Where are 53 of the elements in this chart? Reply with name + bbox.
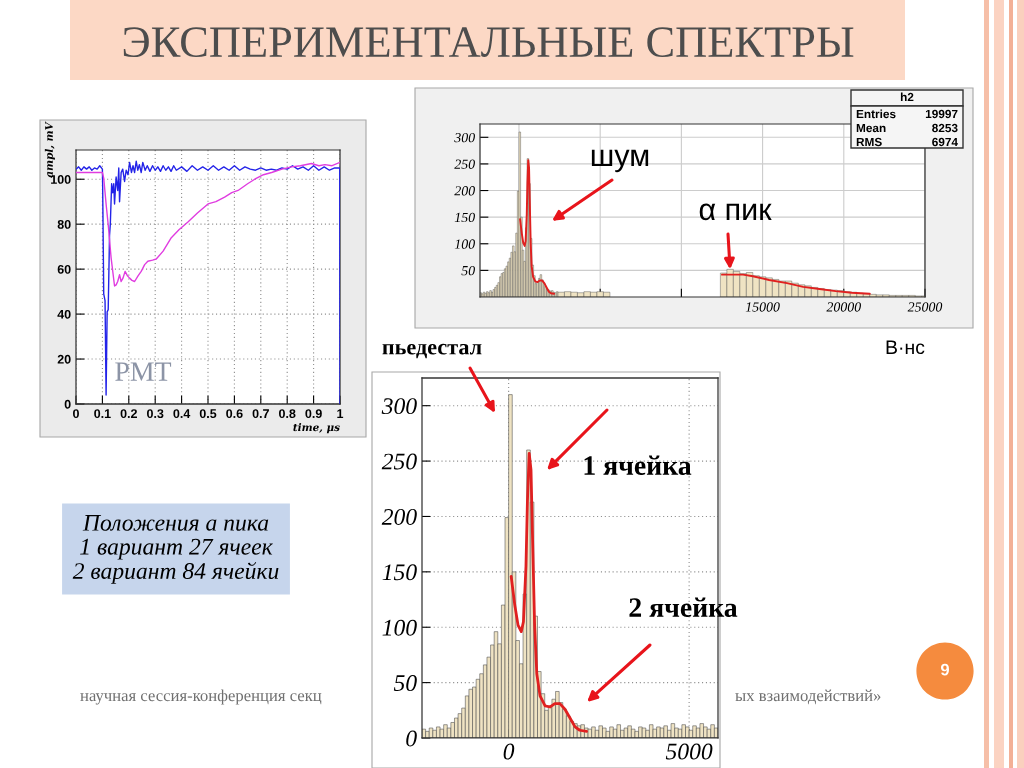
x-tick-label: 0.2 bbox=[120, 409, 137, 419]
annotation: RMS bbox=[856, 137, 882, 147]
x-tick-label: 15000 bbox=[745, 302, 780, 312]
y-tick-label: 50 bbox=[393, 675, 417, 692]
y-tick-label: 250 bbox=[381, 453, 417, 470]
text: h2 bbox=[900, 92, 914, 102]
x-tick-label: 0.7 bbox=[252, 409, 269, 419]
text: 19997 bbox=[925, 109, 958, 119]
x-tick-label: 20000 bbox=[826, 302, 861, 312]
x-tick-label: 25000 bbox=[907, 302, 943, 312]
text: 6974 bbox=[932, 137, 958, 147]
y-tick-label: 50 bbox=[461, 265, 475, 276]
y-tick-label: 0 bbox=[64, 399, 71, 409]
annotation: 2 ячейка bbox=[629, 597, 738, 617]
annotation: α пик bbox=[699, 203, 772, 221]
text: 8253 bbox=[932, 123, 958, 133]
annotation: 1 ячейка bbox=[584, 455, 692, 475]
x-axis-title: В·нс bbox=[886, 340, 925, 355]
x-tick-label: 0.4 bbox=[173, 409, 191, 419]
y-tick-label: 100 bbox=[382, 619, 417, 636]
text: ых взаимодействий» bbox=[735, 689, 881, 705]
text: пьедестал bbox=[382, 343, 482, 359]
y-tick-label: 250 bbox=[454, 159, 475, 169]
text: Положения а пика 1 вариант 27 ячеек 2 вариант 84 ячейки bbox=[72, 515, 279, 584]
annotation: шум bbox=[591, 149, 649, 173]
y-tick-label: 80 bbox=[57, 219, 71, 229]
x-tick-label: 0.1 bbox=[94, 409, 111, 419]
x-tick-label: 0 bbox=[73, 409, 79, 419]
text: Entries bbox=[856, 109, 896, 119]
y-tick-label: 100 bbox=[454, 239, 475, 249]
y-tick-label: 150 bbox=[454, 212, 475, 223]
y-tick-label: 300 bbox=[454, 132, 475, 143]
y-tick-label: 300 bbox=[381, 398, 417, 415]
x-tick-label: 0.3 bbox=[147, 409, 164, 419]
y-tick-label: 60 bbox=[57, 264, 71, 274]
x-tick-label: 0.6 bbox=[226, 409, 243, 419]
x-axis-title: time, μs bbox=[293, 423, 340, 434]
annotation: Mean bbox=[856, 123, 886, 133]
text: ЭКСПЕРИМЕНТАЛЬНЫЕ СПЕКТРЫ bbox=[123, 27, 854, 58]
y-tick-label: 200 bbox=[381, 508, 417, 525]
x-tick-label: 0.8 bbox=[279, 409, 296, 419]
y-tick-label: 20 bbox=[57, 354, 71, 364]
y-tick-label: 150 bbox=[382, 564, 417, 581]
x-tick-label: 5000 bbox=[665, 743, 713, 760]
x-tick-label: 0.9 bbox=[305, 409, 322, 419]
series-label: PMT bbox=[115, 362, 172, 381]
x-tick-label: 0.5 bbox=[199, 409, 217, 419]
y-tick-label: 200 bbox=[454, 186, 475, 196]
y-tick-label: 40 bbox=[57, 309, 71, 319]
x-tick-label: 1 bbox=[337, 409, 344, 418]
text: научная сессия-конференция секц bbox=[80, 689, 322, 705]
text: 9 bbox=[940, 663, 950, 676]
y-tick-label: 0 bbox=[406, 730, 417, 747]
